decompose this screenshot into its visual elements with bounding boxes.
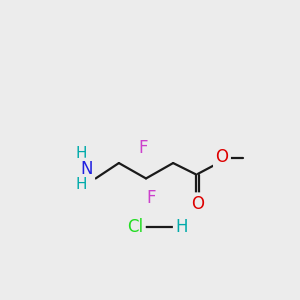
Text: Cl: Cl <box>127 218 143 236</box>
Text: O: O <box>215 148 229 166</box>
Text: H: H <box>176 218 188 236</box>
Text: O: O <box>191 195 204 213</box>
Text: F: F <box>147 190 156 208</box>
Text: H: H <box>75 146 87 161</box>
Text: F: F <box>138 139 148 157</box>
Text: N: N <box>80 160 93 178</box>
Text: H: H <box>75 177 87 192</box>
